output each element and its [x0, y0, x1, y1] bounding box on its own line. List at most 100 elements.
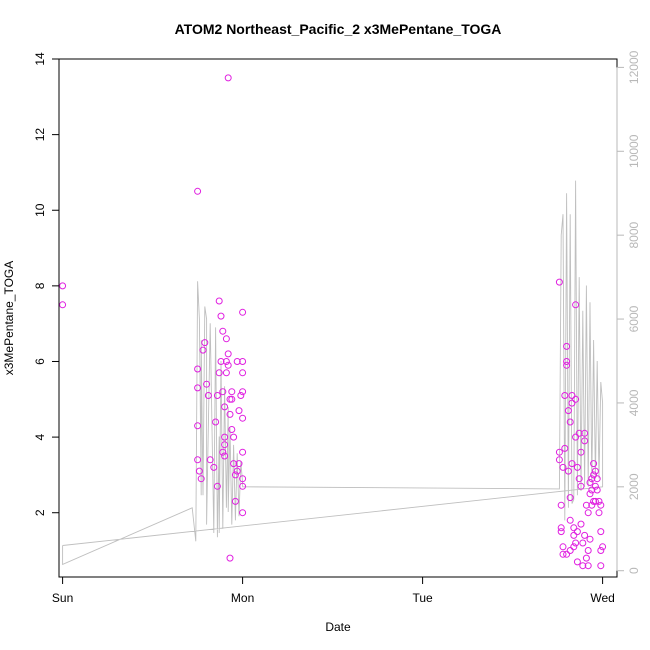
- y-axis-left: 2 4 6 8 10 12 14: [33, 52, 60, 516]
- data-point: [217, 358, 225, 365]
- y2-tick-label: 4000: [627, 389, 641, 416]
- x-axis: Sun Mon Tue Wed: [52, 576, 615, 605]
- data-point: [221, 403, 229, 411]
- data-point: [566, 516, 574, 524]
- y-tick-label: 10: [33, 203, 47, 217]
- data-point: [579, 539, 587, 547]
- data-point: [573, 528, 581, 536]
- data-point: [584, 562, 592, 570]
- data-point: [590, 471, 598, 479]
- data-point: [566, 547, 574, 554]
- data-point: [577, 520, 585, 528]
- data-point: [555, 448, 563, 456]
- altitude-line-layer: [62, 180, 604, 566]
- data-point: [239, 414, 247, 422]
- data-point: [213, 482, 221, 490]
- data-point: [566, 418, 574, 426]
- data-point: [586, 479, 594, 486]
- data-point: [221, 441, 229, 449]
- data-point: [582, 501, 590, 509]
- data-point: [194, 187, 202, 195]
- data-point: [231, 471, 239, 479]
- data-point: [568, 392, 576, 399]
- y2-tick-label: 6000: [627, 305, 641, 332]
- data-point: [591, 467, 599, 475]
- data-point: [575, 475, 583, 483]
- data-point: [194, 365, 202, 373]
- data-point: [573, 558, 581, 566]
- data-point: [559, 543, 567, 551]
- y-tick-label: 2: [33, 509, 47, 516]
- data-point: [573, 463, 581, 471]
- data-point: [221, 433, 229, 441]
- points-layer: [59, 74, 607, 570]
- data-point: [568, 399, 576, 407]
- y-tick-label: 12: [33, 128, 47, 142]
- data-point: [566, 494, 574, 502]
- data-point: [595, 497, 603, 505]
- y-tick-label: 14: [33, 52, 47, 66]
- data-point: [233, 358, 241, 365]
- data-point: [564, 467, 572, 475]
- data-point: [581, 429, 589, 437]
- data-point: [219, 327, 227, 335]
- data-point: [564, 407, 572, 415]
- data-point: [588, 475, 596, 483]
- data-point: [215, 369, 223, 377]
- data-point: [217, 312, 225, 320]
- data-point: [577, 482, 585, 490]
- data-point: [577, 448, 585, 456]
- data-point: [597, 528, 605, 536]
- data-point: [581, 531, 589, 539]
- data-point: [194, 422, 202, 430]
- data-point: [239, 482, 247, 490]
- data-point: [59, 282, 67, 290]
- data-point: [572, 539, 580, 547]
- data-point: [559, 463, 567, 471]
- data-point: [228, 395, 236, 403]
- data-point: [559, 550, 567, 558]
- data-point: [219, 448, 227, 456]
- data-point: [199, 346, 207, 354]
- chart-title: ATOM2 Northeast_Pacific_2 x3MePentane_TO…: [175, 21, 502, 37]
- data-point: [239, 448, 247, 456]
- data-point: [570, 543, 578, 551]
- data-point: [593, 475, 601, 483]
- data-point: [555, 456, 563, 464]
- data-point: [557, 524, 565, 532]
- data-point: [206, 456, 214, 464]
- data-point: [224, 350, 232, 358]
- data-point: [581, 437, 589, 445]
- data-point: [597, 547, 605, 554]
- x-tick-label: Sun: [52, 591, 73, 605]
- data-point: [237, 392, 245, 399]
- x-tick-label: Tue: [412, 591, 433, 605]
- data-point: [230, 460, 238, 468]
- data-point: [239, 369, 247, 377]
- data-point: [591, 482, 599, 490]
- data-point: [59, 301, 67, 309]
- data-point: [226, 410, 234, 418]
- y-tick-label: 6: [33, 358, 47, 365]
- data-point: [561, 444, 569, 452]
- data-point: [215, 297, 223, 305]
- data-point: [239, 358, 247, 365]
- data-point: [588, 501, 596, 509]
- data-point: [593, 486, 601, 494]
- data-point: [572, 395, 580, 403]
- y-axis-right: 0 2000 4000 6000 8000 10000 12000: [616, 50, 641, 574]
- data-point: [555, 278, 563, 286]
- data-point: [224, 361, 232, 369]
- data-point: [597, 501, 605, 509]
- data-point: [226, 554, 234, 562]
- data-point: [235, 407, 243, 415]
- data-point: [584, 547, 592, 554]
- x-tick-label: Wed: [590, 591, 614, 605]
- data-point: [563, 361, 571, 369]
- data-point: [588, 486, 596, 494]
- data-point: [557, 501, 565, 509]
- data-point: [584, 509, 592, 517]
- data-point: [563, 550, 571, 558]
- data-point: [572, 433, 580, 441]
- data-point: [239, 475, 247, 483]
